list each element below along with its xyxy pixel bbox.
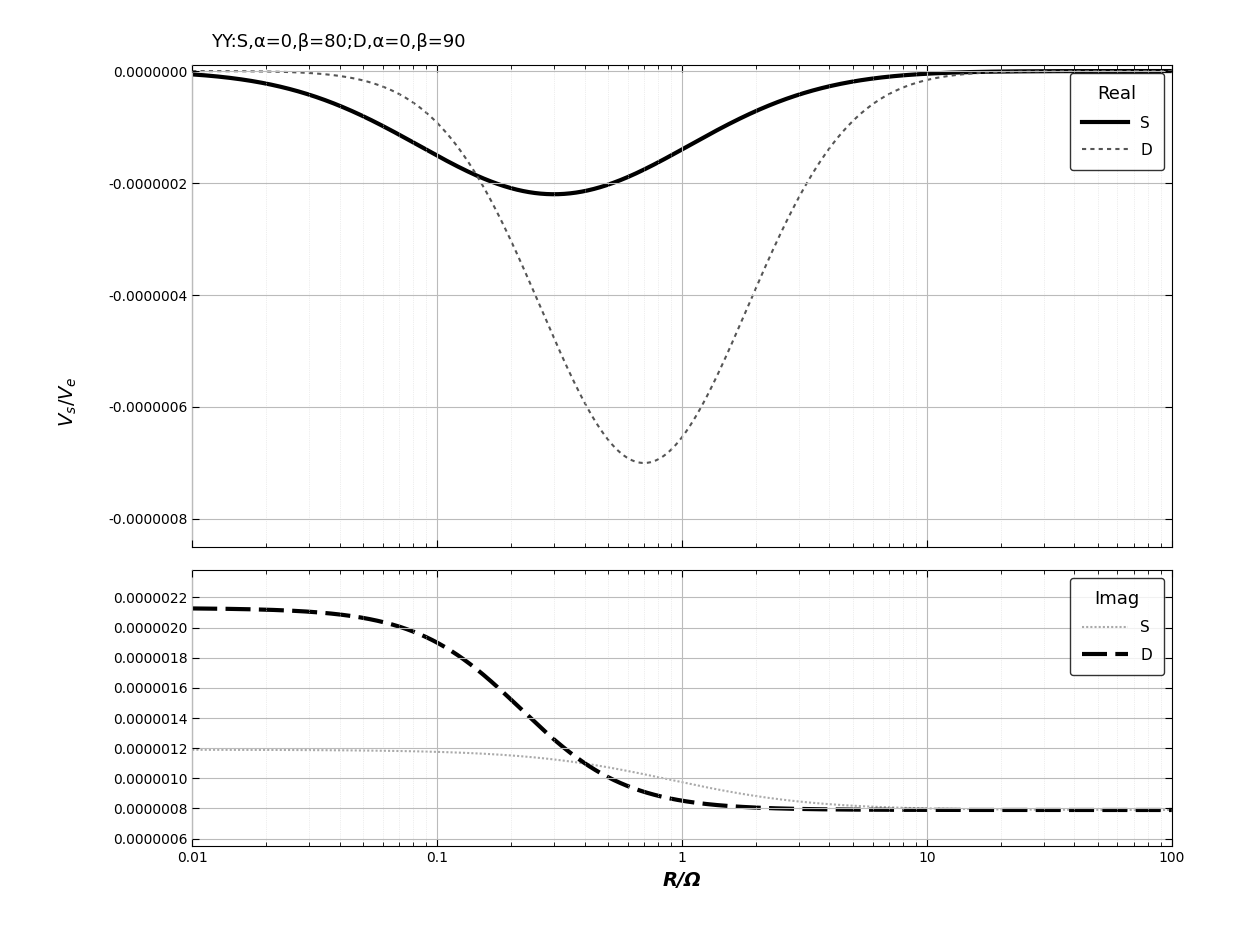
Legend: S, D: S, D bbox=[1070, 578, 1164, 675]
Text: $V_s/V_e$: $V_s/V_e$ bbox=[57, 377, 79, 427]
Text: YY:S,α=0,β=80;D,α=0,β=90: YY:S,α=0,β=80;D,α=0,β=90 bbox=[211, 33, 465, 50]
X-axis label: R/Ω: R/Ω bbox=[662, 870, 702, 889]
Legend: S, D: S, D bbox=[1070, 73, 1164, 170]
